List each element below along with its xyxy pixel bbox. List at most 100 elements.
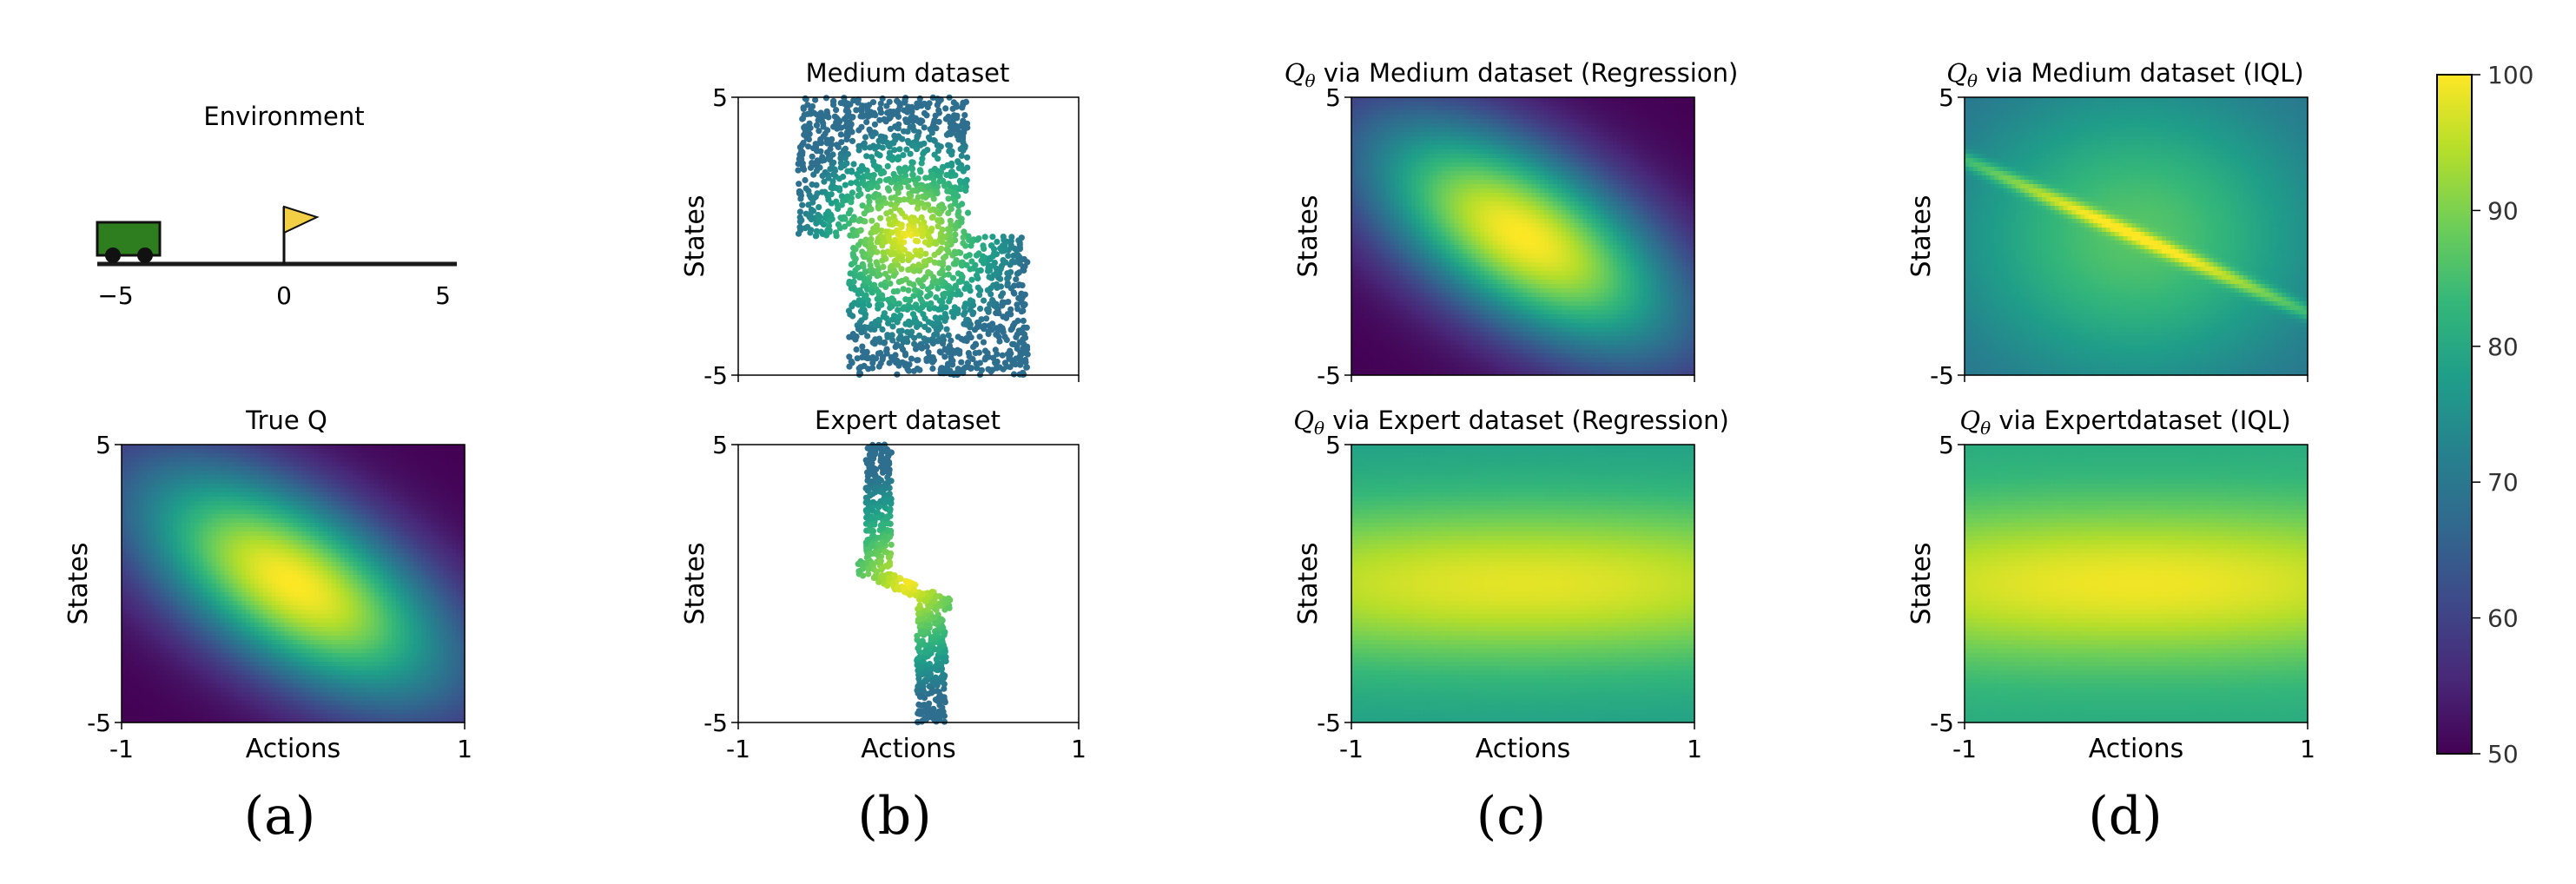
- heatmap-cell: [366, 709, 371, 715]
- heatmap-cell: [241, 714, 247, 719]
- heatmap-cell: [173, 592, 178, 597]
- heatmap-cell: [228, 571, 234, 576]
- heatmap-cell: [156, 701, 162, 706]
- heatmap-cell: [418, 705, 423, 710]
- heatmap-cell: [405, 531, 410, 537]
- heatmap-cell: [426, 679, 432, 684]
- heatmap-cell: [443, 640, 448, 645]
- heatmap-cell: [340, 557, 346, 563]
- heatmap-cell: [182, 505, 187, 511]
- heatmap-cell: [182, 657, 187, 663]
- heatmap-cell: [310, 488, 315, 493]
- heatmap-cell: [374, 627, 380, 632]
- heatmap-cell: [340, 627, 346, 632]
- heatmap-cell: [434, 649, 439, 654]
- heatmap-cell: [199, 575, 204, 580]
- heatmap-cell: [168, 505, 174, 511]
- heatmap-cell: [199, 640, 204, 645]
- heatmap-cell: [353, 579, 359, 584]
- heatmap-cell: [225, 597, 230, 602]
- heatmap-cell: [259, 618, 264, 623]
- heatmap-cell: [439, 705, 444, 710]
- heatmap-cell: [383, 466, 388, 472]
- heatmap-cell: [212, 688, 217, 693]
- heatmap-cell: [452, 562, 457, 567]
- heatmap-cell: [186, 618, 191, 623]
- heatmap-cell: [289, 692, 294, 697]
- heatmap-cell: [156, 653, 162, 658]
- heatmap-cell: [263, 662, 268, 667]
- heatmap-cell: [353, 553, 359, 558]
- heatmap-cell: [379, 553, 384, 558]
- heatmap-cell: [233, 579, 238, 584]
- heatmap-cell: [323, 492, 328, 498]
- heatmap-cell: [160, 640, 165, 645]
- heatmap-cell: [452, 571, 457, 576]
- heatmap-cell: [387, 588, 393, 593]
- heatmap-cell: [233, 662, 238, 667]
- heatmap-cell: [195, 571, 200, 576]
- heatmap-cell: [126, 445, 131, 450]
- heatmap-cell: [233, 584, 238, 589]
- heatmap-cell: [439, 488, 444, 493]
- heatmap-cell: [366, 479, 371, 485]
- heatmap-cell: [216, 675, 221, 680]
- heatmap-cell: [156, 644, 162, 650]
- heatmap-cell: [370, 714, 375, 719]
- heatmap-cell: [156, 445, 162, 450]
- heatmap-cell: [340, 510, 346, 515]
- heatmap-cell: [164, 688, 169, 693]
- heatmap-cell: [353, 705, 359, 710]
- heatmap-cell: [327, 623, 333, 628]
- heatmap-cell: [130, 462, 135, 467]
- heatmap-cell: [392, 445, 397, 450]
- heatmap-cell: [208, 662, 213, 667]
- heatmap-cell: [409, 492, 414, 498]
- heatmap-cell: [327, 540, 333, 545]
- heatmap-cell: [379, 579, 384, 584]
- env-tick: −5: [97, 281, 133, 310]
- heatmap-cell: [221, 497, 226, 502]
- heatmap-cell: [195, 709, 200, 715]
- heatmap-cell: [310, 683, 315, 689]
- heatmap-cell: [254, 701, 260, 706]
- heatmap-cell: [182, 523, 187, 528]
- heatmap-cell: [168, 458, 174, 463]
- heatmap-cell: [383, 714, 388, 719]
- heatmap-cell: [301, 714, 307, 719]
- heatmap-cell: [294, 518, 299, 524]
- heatmap-cell: [439, 449, 444, 454]
- heatmap-cell: [143, 623, 149, 628]
- heatmap-cell: [268, 505, 273, 511]
- heatmap-cell: [173, 566, 178, 571]
- heatmap-cell: [345, 636, 350, 641]
- heatmap-cell: [289, 505, 294, 511]
- heatmap-cell: [418, 675, 423, 680]
- heatmap-cell: [143, 505, 149, 511]
- heatmap-cell: [143, 588, 149, 593]
- heatmap-cell: [301, 501, 307, 506]
- heatmap-cell: [164, 571, 169, 576]
- heatmap-cell: [431, 605, 436, 610]
- heatmap-cell: [383, 649, 388, 654]
- heatmap-cell: [332, 566, 337, 571]
- heatmap-cell: [135, 531, 140, 537]
- heatmap-cell: [216, 605, 221, 610]
- heatmap-cell: [374, 575, 380, 580]
- heatmap-cell: [349, 514, 354, 519]
- heatmap-cell: [409, 501, 414, 506]
- heatmap-cell: [426, 714, 432, 719]
- heatmap-cell: [405, 462, 410, 467]
- heatmap-cell: [186, 527, 191, 532]
- heatmap-cell: [418, 601, 423, 606]
- heatmap-cell: [383, 575, 388, 580]
- heatmap-cell: [405, 571, 410, 576]
- heatmap-cell: [225, 709, 230, 715]
- heatmap-cell: [186, 705, 191, 710]
- heatmap-cell: [374, 518, 380, 524]
- heatmap-cell: [314, 696, 320, 702]
- heatmap-cell: [413, 445, 419, 450]
- heatmap-cell: [422, 644, 427, 650]
- heatmap-cell: [122, 466, 127, 472]
- heatmap-cell: [431, 579, 436, 584]
